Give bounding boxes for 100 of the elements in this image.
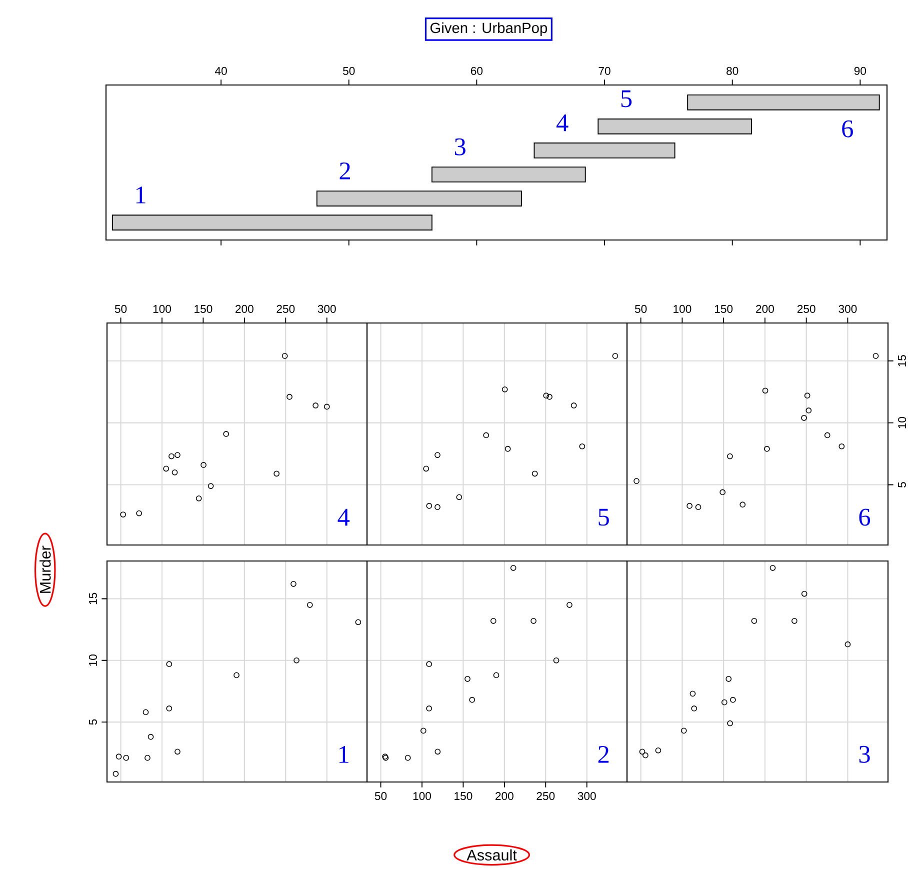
x-tick-label: 100 [413,792,431,800]
y-tick-label: 15 [898,355,906,366]
annotation: 5 [621,90,632,108]
text: 4 [338,508,350,526]
point [824,432,830,438]
point [806,408,812,414]
text: 3 [859,746,870,763]
point [174,748,180,755]
annotation: 2 [340,162,350,180]
point [112,770,119,777]
point [579,443,586,450]
point [764,446,770,452]
point [306,602,313,608]
point [566,602,572,608]
point [721,699,728,706]
point [543,392,550,399]
x-tick-label: 250 [536,792,555,800]
x-tick-label: 150 [194,304,212,313]
x-tick-label: 80 [726,66,738,75]
x-tick-label: 150 [714,304,733,313]
point [634,478,640,484]
point [791,618,798,624]
point [483,432,490,438]
y-tick-label: 10 [88,654,97,666]
point [426,661,432,668]
point [136,510,142,516]
point [434,452,440,458]
y-axis-title: Murder [40,546,51,593]
text: 1 [339,746,348,763]
point [120,512,126,518]
point [426,502,432,509]
point [553,657,560,664]
point [872,353,879,359]
point [726,676,732,682]
point [469,696,476,703]
point [727,453,733,460]
point [286,394,292,400]
y-tick-label: 10 [898,416,906,428]
x-tick-label: 90 [854,66,866,75]
point [116,754,122,760]
point [312,402,318,408]
point [762,388,768,394]
x-tick-label: 250 [797,304,816,313]
x-tick-label: 150 [454,792,472,800]
x-tick-label: 60 [470,66,483,75]
text: 5 [598,508,609,526]
point [691,706,698,712]
x-axis-title: Assault [466,849,517,861]
point [838,443,845,450]
point [570,402,577,408]
point [223,431,230,437]
point [404,754,411,761]
x-tick-label: 70 [598,66,610,75]
point [680,728,687,734]
x-tick-label: 50 [374,792,387,800]
point [502,386,508,392]
point [166,661,172,668]
point [770,564,776,571]
point [730,696,736,703]
point [510,564,516,571]
point [720,489,726,496]
point [490,618,496,624]
point [844,641,851,648]
x-tick-label: 300 [318,304,336,313]
y-tick-label: 15 [89,592,97,604]
bar [534,142,676,158]
bar [316,190,522,206]
point [174,452,180,458]
x-tick-label: 300 [578,792,596,800]
annotation: 1 [136,186,146,204]
point [168,453,174,460]
bar [112,214,432,230]
annotation: 6 [842,120,853,138]
text: 2 [598,746,609,763]
x-tick-label: 50 [634,304,647,313]
point [464,676,470,682]
x-tick-label: 40 [214,66,227,75]
point [434,748,441,755]
point [655,747,662,754]
point [282,353,288,359]
point [234,672,240,678]
x-tick-label: 200 [496,792,514,800]
y-tick-label: 5 [898,482,906,488]
point [801,590,808,597]
point [290,580,296,587]
x-tick-label: 250 [276,304,295,313]
point [144,754,150,761]
point [163,466,170,472]
bar [598,118,752,134]
point [166,706,172,712]
point [546,394,552,400]
point [355,619,362,626]
y-tick-label: 5 [89,719,97,725]
point [504,446,511,452]
point [686,502,692,509]
point [434,504,440,510]
point [456,494,462,500]
point [804,392,810,399]
point [642,752,648,758]
point [142,709,149,716]
